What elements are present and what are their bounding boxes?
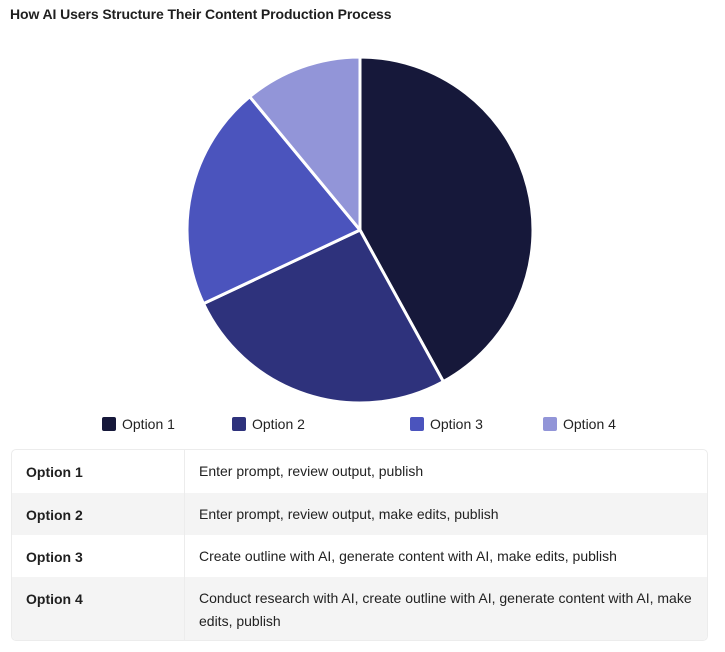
legend-item-option-4[interactable]: Option 4: [543, 416, 616, 432]
pie-chart: [185, 55, 535, 405]
legend-swatch-icon: [543, 417, 557, 431]
legend-label: Option 3: [430, 416, 483, 432]
table-row: Option 1 Enter prompt, review output, pu…: [12, 450, 707, 493]
legend-swatch-icon: [102, 417, 116, 431]
options-table: Option 1 Enter prompt, review output, pu…: [11, 449, 708, 641]
pie-slice-option-4[interactable]: [248, 55, 362, 232]
pie-chart-svg: [185, 55, 535, 405]
legend-swatch-icon: [232, 417, 246, 431]
option-description: Enter prompt, review output, make edits,…: [199, 506, 499, 522]
table-row: Option 3 Create outline with AI, generat…: [12, 535, 707, 577]
option-name: Option 2: [12, 493, 185, 535]
option-description: Enter prompt, review output, publish: [199, 463, 424, 479]
option-description: Conduct research with AI, create outline…: [199, 590, 692, 629]
pie-slice-option-2[interactable]: [201, 228, 445, 405]
option-description: Create outline with AI, generate content…: [199, 548, 617, 564]
option-name: Option 3: [12, 535, 185, 577]
chart-title: How AI Users Structure Their Content Pro…: [10, 6, 392, 22]
legend-label: Option 4: [563, 416, 616, 432]
option-name: Option 1: [12, 450, 185, 493]
legend-swatch-icon: [410, 417, 424, 431]
legend-label: Option 1: [122, 416, 175, 432]
option-name: Option 4: [12, 577, 185, 640]
chart-legend: Option 1 Option 2 Option 3 Option 4: [0, 416, 725, 436]
pie-slice-option-3[interactable]: [185, 95, 362, 306]
legend-item-option-1[interactable]: Option 1: [102, 416, 175, 432]
legend-item-option-3[interactable]: Option 3: [410, 416, 483, 432]
table-row: Option 4 Conduct research with AI, creat…: [12, 577, 707, 640]
legend-item-option-2[interactable]: Option 2: [232, 416, 305, 432]
legend-label: Option 2: [252, 416, 305, 432]
pie-slice-option-1[interactable]: [358, 55, 535, 384]
table-row: Option 2 Enter prompt, review output, ma…: [12, 493, 707, 535]
